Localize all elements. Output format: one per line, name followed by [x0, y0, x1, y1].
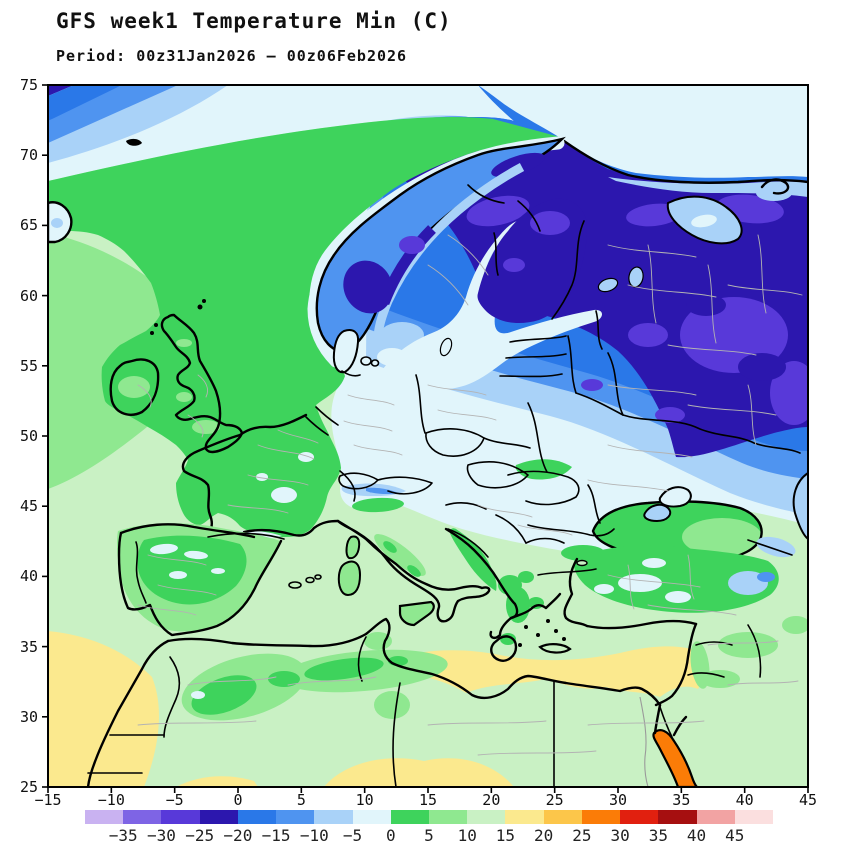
legend-label: 30 — [610, 826, 630, 845]
legend-swatch — [199, 810, 239, 824]
legend-label: −35 — [108, 826, 138, 845]
y-tick-label: 30 — [19, 707, 38, 726]
legend-label: 0 — [385, 826, 396, 845]
legend-label: −20 — [223, 826, 253, 845]
y-tick-label: 40 — [19, 567, 38, 586]
y-tick-label: 65 — [19, 216, 38, 235]
legend-swatch — [620, 810, 659, 824]
page-title: GFS week1 Temperature Min (C) — [56, 9, 452, 33]
axis-ticks — [42, 84, 809, 793]
x-tick-label: −5 — [165, 791, 184, 809]
y-tick-label: 50 — [19, 427, 38, 445]
legend-label: 20 — [534, 826, 554, 845]
x-tick-label: 30 — [608, 791, 628, 809]
y-tick-label: 25 — [19, 778, 38, 796]
legend-label: −30 — [146, 826, 176, 845]
admin-borders — [137, 234, 803, 756]
legend-swatch — [85, 810, 124, 824]
y-tick-label: 35 — [19, 637, 38, 656]
weather-map — [42, 84, 809, 793]
legend-swatch — [429, 810, 468, 824]
legend-swatch — [734, 810, 774, 824]
x-tick-label: −10 — [97, 791, 125, 809]
x-tick-label: 20 — [482, 791, 501, 809]
y-tick-label: 75 — [19, 76, 38, 94]
legend-swatch — [581, 810, 621, 824]
legend-swatch — [543, 810, 583, 824]
legend-label: 5 — [424, 826, 434, 845]
legend-label: −10 — [299, 826, 329, 845]
x-tick-label: 45 — [798, 791, 818, 809]
legend-label: −25 — [185, 826, 215, 845]
legend-swatch — [237, 810, 277, 824]
period-subtitle: Period: 00z31Jan2026 – 00z06Feb2026 — [56, 47, 408, 65]
x-tick-label: 40 — [735, 791, 754, 809]
x-tick-label: 15 — [418, 791, 438, 809]
legend-label: 25 — [572, 826, 592, 845]
legend-swatch — [658, 810, 698, 824]
legend-swatch — [314, 810, 354, 824]
legend-label: −5 — [342, 826, 363, 845]
x-tick-label: −15 — [34, 791, 62, 809]
legend-label: 45 — [725, 826, 745, 845]
y-tick-label: 45 — [19, 497, 38, 516]
legend-label: 10 — [457, 826, 477, 845]
legend-label: 40 — [686, 826, 707, 845]
x-tick-label: 10 — [355, 791, 374, 809]
legend-swatch — [161, 810, 201, 824]
temperature-field — [48, 85, 808, 787]
y-tick-label: 60 — [19, 286, 38, 305]
legend-swatch — [390, 810, 430, 824]
y-tick-label: 70 — [19, 146, 38, 165]
x-tick-label: 5 — [296, 791, 306, 809]
legend-swatch — [352, 810, 392, 824]
legend-swatch — [276, 810, 315, 824]
y-tick-label: 55 — [19, 356, 38, 375]
legend-swatch — [467, 810, 506, 824]
legend-swatch — [696, 810, 736, 824]
legend-swatch — [505, 810, 545, 824]
legend-label: 35 — [648, 826, 668, 845]
legend-label: 15 — [495, 826, 516, 845]
x-tick-label: 25 — [545, 791, 564, 809]
legend-label: −15 — [261, 826, 291, 845]
x-tick-label: 35 — [672, 791, 691, 809]
legend-swatch — [123, 810, 162, 824]
x-tick-label: 0 — [233, 791, 243, 809]
